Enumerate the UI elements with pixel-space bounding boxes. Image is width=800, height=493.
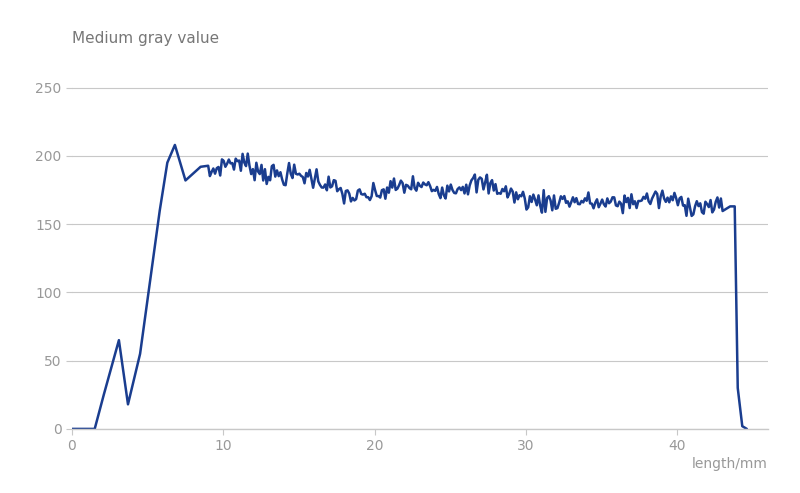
Text: length/mm: length/mm <box>692 458 768 471</box>
Text: Medium gray value: Medium gray value <box>72 31 219 45</box>
